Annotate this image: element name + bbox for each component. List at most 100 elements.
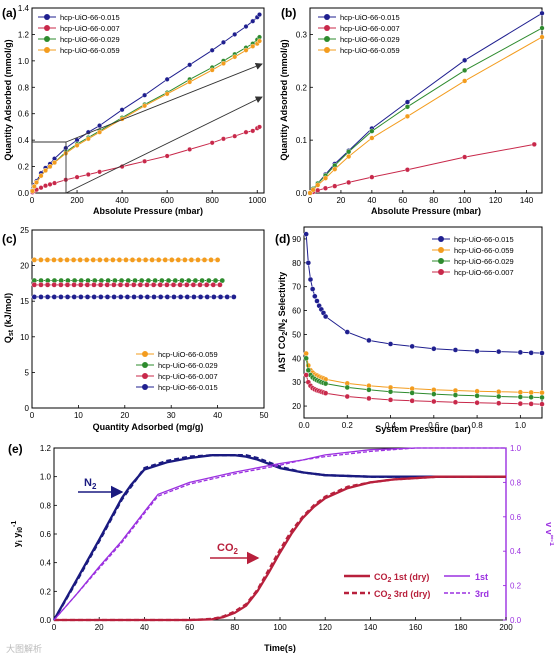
data-point (164, 282, 170, 288)
y-tick-label: 0.6 (18, 110, 30, 119)
data-point (322, 175, 329, 181)
panel-a-ticks: 0 200 400 600 800 1000 0.0 0.2 0.4 0.6 0.8 1.0 1.2 1.… (18, 4, 267, 205)
data-point (187, 146, 193, 152)
x-tick-label: 20 (95, 623, 104, 632)
data-point (409, 390, 415, 396)
data-point (220, 61, 226, 67)
data-point (47, 164, 53, 170)
data-point (124, 282, 130, 288)
data-point (346, 179, 352, 186)
data-point (209, 140, 215, 146)
y-tick-label: 1.2 (40, 444, 52, 453)
x-tick-label: 40 (367, 196, 376, 205)
legend-label: CO2 1st (dry) (374, 572, 429, 584)
data-point (117, 282, 124, 288)
legend-label: hcp-UiO-66-0.059 (454, 246, 514, 255)
data-point (129, 257, 136, 263)
panel-d: (d) 0.0 0.2 0.4 0.6 0.8 1.0 20 30 40 50 60 70 80 90 h… (275, 226, 545, 434)
data-point (70, 257, 77, 263)
data-point (404, 167, 411, 173)
data-point (58, 294, 64, 300)
data-point (188, 257, 195, 263)
data-point (346, 149, 352, 155)
panel-d-ticks: 0.0 0.2 0.4 0.6 0.8 1.0 20 30 40 50 60 70 80 90 (292, 235, 526, 430)
data-point (366, 387, 372, 393)
series-line (32, 40, 260, 192)
y-tick-label: 0.4 (18, 136, 30, 145)
data-point (366, 337, 372, 344)
legend-item: hcp-UiO-66-0.015 (136, 383, 218, 392)
data-point (517, 349, 524, 356)
data-point (110, 257, 116, 263)
x-tick-label: 0 (52, 623, 57, 632)
data-point (52, 180, 58, 186)
data-point (58, 282, 64, 288)
panel-d-ylabel: IAST CO2/N2 Selectivity (277, 272, 289, 372)
n2-label: N2 (84, 477, 97, 491)
data-point (31, 294, 38, 300)
x-tick-label: 20 (336, 196, 345, 205)
data-point (51, 282, 58, 288)
data-point (539, 25, 545, 31)
data-point (38, 257, 44, 263)
panel-e-label: (e) (8, 442, 23, 456)
x-tick-label: 160 (409, 623, 423, 632)
data-point (84, 282, 91, 288)
data-point (409, 398, 415, 404)
legend-item: hcp-UiO-66-0.029 (38, 35, 120, 44)
data-point (38, 173, 44, 179)
legend-label: hcp-UiO-66-0.007 (60, 24, 120, 33)
x-tick-label: 80 (230, 623, 239, 632)
data-point (517, 400, 524, 407)
data-point (256, 124, 262, 130)
x-tick-label: 60 (398, 196, 407, 205)
data-point (231, 294, 237, 300)
panel-b: (b) 0 20 40 60 80 100 120 140 0.0 0.1 0.2 0.3 hcp-U… (279, 6, 545, 216)
x-tick-label: 100 (458, 196, 472, 205)
data-point (220, 39, 226, 45)
data-point (47, 181, 53, 187)
data-point (119, 107, 125, 113)
data-point (404, 113, 411, 119)
data-point (157, 282, 164, 288)
data-point (307, 190, 313, 196)
data-point (366, 395, 372, 402)
y-tick-label: 0.8 (40, 501, 52, 510)
data-point (83, 257, 90, 263)
data-point (303, 372, 309, 378)
x-tick-label: 20 (120, 411, 129, 420)
panel-d-series (303, 231, 545, 407)
data-point (496, 400, 502, 406)
y-tick-label: 60 (292, 307, 301, 316)
data-point (305, 362, 312, 369)
data-point (91, 282, 97, 288)
x-tick-label: 1000 (248, 196, 266, 205)
y-tick-label: 90 (292, 235, 301, 244)
data-point (243, 24, 249, 30)
legend-label: hcp-UiO-66-0.029 (340, 35, 400, 44)
y-tick-label: 1.2 (18, 30, 30, 39)
panel-e: (e) 0 20 40 60 80 100 120 140 160 180 2000.00.20.4… (8, 442, 554, 653)
data-point (232, 31, 238, 37)
data-point (496, 389, 502, 395)
data-point (77, 282, 84, 288)
legend-item: hcp-UiO-66-0.007 (318, 24, 400, 33)
data-point (369, 135, 375, 141)
legend-label: hcp-UiO-66-0.059 (158, 350, 218, 359)
data-point (142, 257, 149, 263)
data-point (404, 99, 411, 105)
data-point (346, 153, 352, 160)
legend-item: hcp-UiO-66-0.059 (318, 46, 400, 55)
panel-e-ticks: 0 20 40 60 80 100 120 140 160 180 2000.00.20.40.60… (40, 444, 522, 632)
data-point (307, 276, 314, 283)
data-point (51, 294, 58, 300)
legend-item: 1st (444, 572, 488, 582)
data-point (431, 391, 437, 397)
data-point (303, 355, 309, 362)
data-point (137, 294, 144, 300)
panel-e-xlabel: Time(s) (264, 643, 296, 653)
data-point (162, 257, 169, 263)
data-point (404, 104, 411, 110)
x-tick-label: 120 (319, 623, 333, 632)
data-point (171, 294, 177, 300)
